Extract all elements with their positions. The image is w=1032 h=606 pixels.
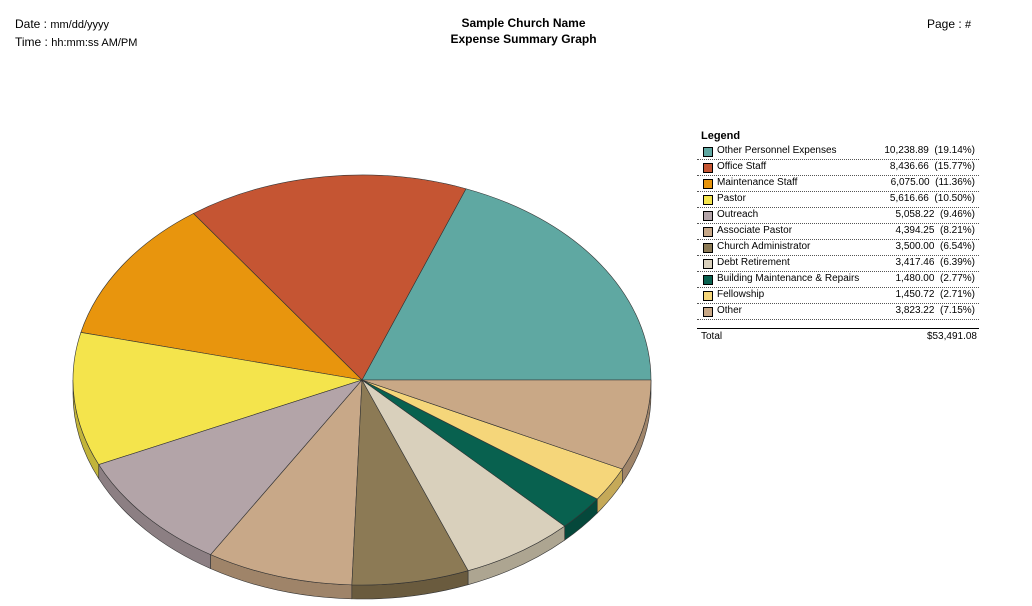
legend-item-label: Office Staff — [717, 161, 767, 172]
time-value: hh:mm:ss AM/PM — [51, 37, 138, 49]
pie-slice — [361, 379, 566, 572]
time-row: Time : hh:mm:ss AM/PM — [15, 35, 137, 49]
legend-swatch — [703, 147, 713, 157]
legend-item-percent: (19.14%) — [934, 145, 975, 156]
date-label: Date : — [15, 17, 48, 31]
legend-item-percent: (6.39%) — [939, 257, 975, 268]
date-row: Date : mm/dd/yyyy — [15, 17, 109, 31]
legend-item: Office Staff 8,436.66 (15.77%) — [697, 160, 979, 176]
legend-item-amount: 10,238.89 — [884, 145, 929, 156]
legend-item-percent: (2.71%) — [939, 289, 975, 300]
legend-item-label: Outreach — [717, 209, 759, 220]
pie-slice — [80, 213, 363, 381]
legend-item-label: Maintenance Staff — [717, 177, 798, 188]
legend-rows: Other Personnel Expenses 10,238.89 (19.14… — [697, 144, 979, 320]
legend-item-amount: 1,450.72 — [895, 289, 935, 300]
legend-item-percent: (15.77%) — [934, 161, 975, 172]
page-row: Page : # — [927, 17, 971, 31]
title-block: Sample Church Name Expense Summary Graph — [0, 16, 1032, 46]
legend-item-percent: (11.36%) — [935, 177, 975, 188]
legend-item-amount: 5,616.66 — [889, 193, 929, 204]
legend-item-label: Other Personnel Expenses — [717, 145, 837, 156]
legend-item-value: 1,450.72 (2.71%) — [895, 288, 975, 302]
legend-swatch — [703, 259, 713, 269]
legend-swatch — [703, 179, 713, 189]
legend-item-percent: (2.77%) — [939, 273, 975, 284]
time-label: Time : — [15, 35, 48, 49]
pie-slice — [361, 379, 652, 470]
legend-item-label: Pastor — [717, 193, 746, 204]
total-row: Total $53,491.08 — [697, 328, 979, 343]
legend-item-value: 8,436.66 (15.77%) — [890, 160, 975, 174]
legend-swatch — [703, 227, 713, 237]
pie-slice — [361, 188, 652, 381]
pie-slice — [210, 379, 363, 586]
legend-swatch — [703, 163, 713, 173]
legend-item-amount: 1,480.00 — [895, 273, 935, 284]
legend-swatch — [703, 307, 713, 317]
pie-chart — [72, 174, 652, 600]
legend-item: Maintenance Staff 6,075.00 (11.36%) — [697, 176, 979, 192]
legend-title: Legend — [701, 130, 741, 142]
legend-item: Outreach 5,058.22 (9.46%) — [697, 208, 979, 224]
legend-item-value: 3,823.22 (7.15%) — [895, 304, 975, 318]
legend-item-label: Church Administrator — [717, 241, 811, 252]
legend-swatch — [703, 291, 713, 301]
legend-item-percent: (9.46%) — [939, 209, 975, 220]
legend-item-label: Associate Pastor — [717, 225, 793, 236]
legend-item-amount: 6,075.00 — [890, 177, 930, 188]
legend-item-percent: (6.54%) — [939, 241, 975, 252]
legend-item-value: 10,238.89 (19.14%) — [884, 144, 975, 158]
legend-item-amount: 3,500.00 — [895, 241, 935, 252]
legend-item-label: Other — [717, 305, 743, 316]
pie-slice — [98, 379, 363, 555]
legend-item: Church Administrator 3,500.00 (6.54%) — [697, 240, 979, 256]
date-value: mm/dd/yyyy — [50, 19, 110, 31]
legend: Legend Other Personnel Expenses 10,238.89… — [697, 130, 979, 343]
legend-item-percent: (10.50%) — [934, 193, 975, 204]
legend-item-amount: 3,417.46 — [895, 257, 935, 268]
legend-item: Other Personnel Expenses 10,238.89 (19.14… — [697, 144, 979, 160]
legend-item: Building Maintenance & Repairs 1,480.00 (… — [697, 272, 979, 288]
pie-slice — [72, 332, 363, 465]
legend-item-amount: 4,394.25 — [895, 225, 935, 236]
page-label: Page : — [927, 17, 962, 31]
legend-item-value: 6,075.00 (11.36%) — [891, 176, 975, 190]
total-value: $53,491.08 — [926, 331, 977, 342]
pie-slice — [351, 378, 469, 586]
report-title: Expense Summary Graph — [450, 32, 597, 46]
total-label: Total — [701, 331, 723, 342]
legend-item-value: 3,417.46 (6.39%) — [895, 256, 975, 270]
legend-item-percent: (8.21%) — [939, 225, 975, 236]
legend-swatch — [703, 275, 713, 285]
legend-item-label: Debt Retirement — [717, 257, 790, 268]
legend-swatch — [703, 211, 713, 221]
legend-item-percent: (7.15%) — [939, 305, 975, 316]
legend-item: Fellowship 1,450.72 (2.71%) — [697, 288, 979, 304]
legend-item-value: 4,394.25 (8.21%) — [895, 224, 975, 238]
legend-item-value: 5,058.22 (9.46%) — [895, 208, 975, 222]
legend-item-value: 1,480.00 (2.77%) — [895, 272, 975, 286]
legend-swatch — [703, 243, 713, 253]
legend-item-label: Building Maintenance & Repairs — [717, 273, 860, 284]
legend-item-amount: 3,823.22 — [895, 305, 935, 316]
legend-item: Other 3,823.22 (7.15%) — [697, 304, 979, 320]
pie-slice — [192, 174, 467, 381]
legend-item: Pastor 5,616.66 (10.50%) — [697, 192, 979, 208]
legend-item-label: Fellowship — [717, 289, 765, 300]
legend-item-amount: 8,436.66 — [889, 161, 929, 172]
legend-item: Associate Pastor 4,394.25 (8.21%) — [697, 224, 979, 240]
legend-item: Debt Retirement 3,417.46 (6.39%) — [697, 256, 979, 272]
legend-swatch — [703, 195, 713, 205]
page-value: # — [965, 19, 972, 31]
legend-item-amount: 5,058.22 — [895, 209, 935, 220]
legend-item-value: 3,500.00 (6.54%) — [895, 240, 975, 254]
legend-item-value: 5,616.66 (10.50%) — [890, 192, 975, 206]
church-name: Sample Church Name — [461, 16, 586, 30]
